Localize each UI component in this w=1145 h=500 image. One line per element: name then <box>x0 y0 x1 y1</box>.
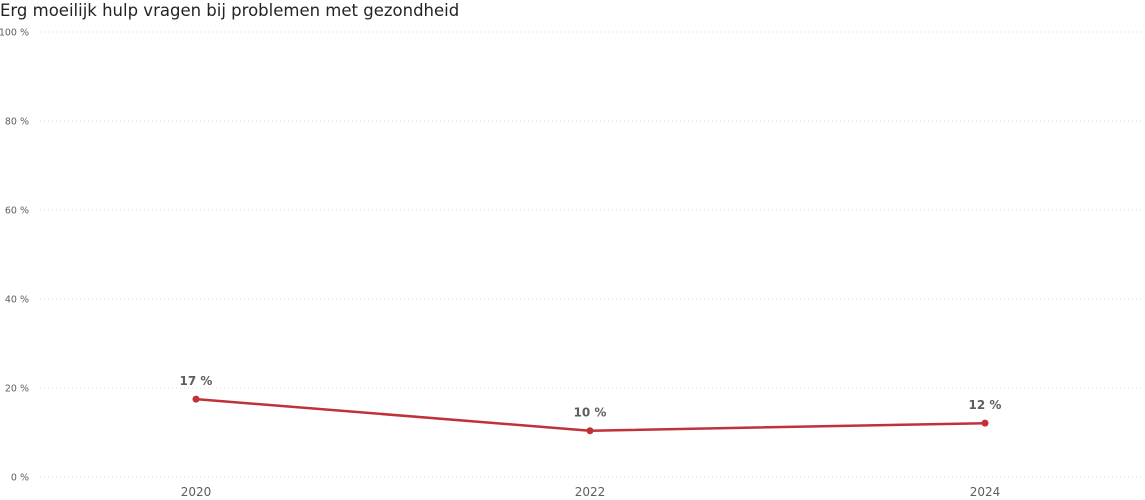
x-tick-label: 2022 <box>575 485 606 499</box>
y-tick-label: 0 % <box>11 473 29 484</box>
x-tick-label: 2024 <box>970 485 1001 499</box>
x-axis: 2020 2022 2024 <box>181 485 1001 499</box>
x-tick-label: 2020 <box>181 485 212 499</box>
y-tick-label: 60 % <box>5 206 29 217</box>
y-tick-label: 100 % <box>0 28 29 39</box>
y-tick-label: 40 % <box>5 295 29 306</box>
data-point[interactable] <box>192 395 200 403</box>
data-labels: 17 % 10 % 12 % <box>180 374 1002 420</box>
chart-title: Erg moeilijk hulp vragen bij problemen m… <box>0 1 460 20</box>
data-point[interactable] <box>981 419 989 427</box>
data-point[interactable] <box>586 427 594 435</box>
data-label: 10 % <box>574 406 607 420</box>
series <box>192 395 989 435</box>
y-tick-label: 80 % <box>5 117 29 128</box>
y-axis: 0 % 20 % 40 % 60 % 80 % 100 % <box>0 28 29 484</box>
data-label: 12 % <box>969 398 1002 412</box>
y-tick-label: 20 % <box>5 384 29 395</box>
data-label: 17 % <box>180 374 213 388</box>
